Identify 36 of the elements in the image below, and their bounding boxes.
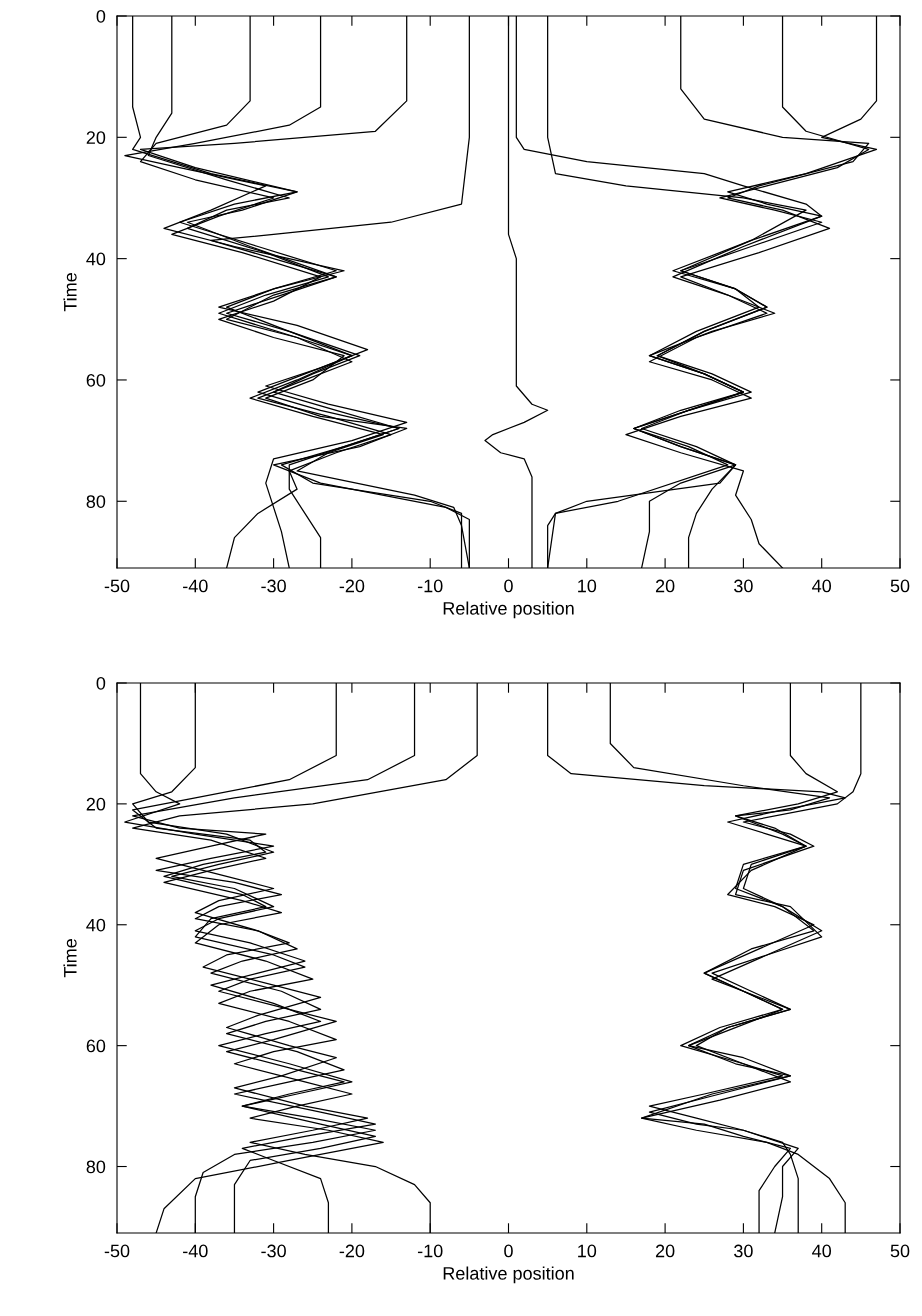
x-tick-label: 30 — [734, 579, 753, 593]
y-axis-title: Time — [63, 273, 77, 312]
y-tick-label: 20 — [86, 797, 106, 811]
x-tick-label: 40 — [812, 1244, 832, 1258]
y-tick-label: 20 — [86, 131, 106, 145]
x-tick-label: 10 — [578, 1244, 597, 1258]
x-tick-label: 30 — [734, 1244, 753, 1258]
x-tick-label: 40 — [812, 579, 832, 593]
x-tick-label: 20 — [655, 579, 675, 593]
x-tick-label: -10 — [417, 1244, 443, 1258]
x-tick-label: -40 — [183, 579, 208, 593]
y-tick-label: 80 — [86, 1160, 106, 1174]
y-axis-title: Time — [63, 939, 77, 978]
x-tick-label: 10 — [578, 579, 597, 593]
y-tick-label: 0 — [96, 9, 106, 23]
y-tick-label: 80 — [86, 495, 106, 508]
x-tick-label: -50 — [104, 579, 130, 593]
x-tick-label: -40 — [183, 1244, 208, 1258]
x-tick-label: 50 — [890, 1244, 910, 1258]
x-tick-label: -20 — [339, 579, 365, 593]
x-tick-label: -30 — [261, 1244, 286, 1258]
x-tick-label: -10 — [417, 579, 443, 593]
x-tick-label: -30 — [261, 579, 286, 593]
x-axis-title: Relative position — [443, 1266, 574, 1284]
x-tick-label: 0 — [504, 579, 513, 593]
y-tick-label: 0 — [96, 676, 106, 690]
y-tick-label: 40 — [86, 918, 106, 932]
x-tick-label: 0 — [504, 1244, 513, 1258]
x-tick-label: 20 — [655, 1244, 675, 1258]
x-tick-label: 50 — [890, 579, 910, 593]
x-tick-label: -50 — [104, 1244, 130, 1258]
y-tick-label: 40 — [86, 252, 106, 266]
y-tick-label: 60 — [86, 1039, 106, 1053]
x-axis-title: Relative position — [443, 601, 574, 619]
y-tick-label: 60 — [86, 373, 106, 387]
x-tick-label: -20 — [339, 1244, 365, 1258]
